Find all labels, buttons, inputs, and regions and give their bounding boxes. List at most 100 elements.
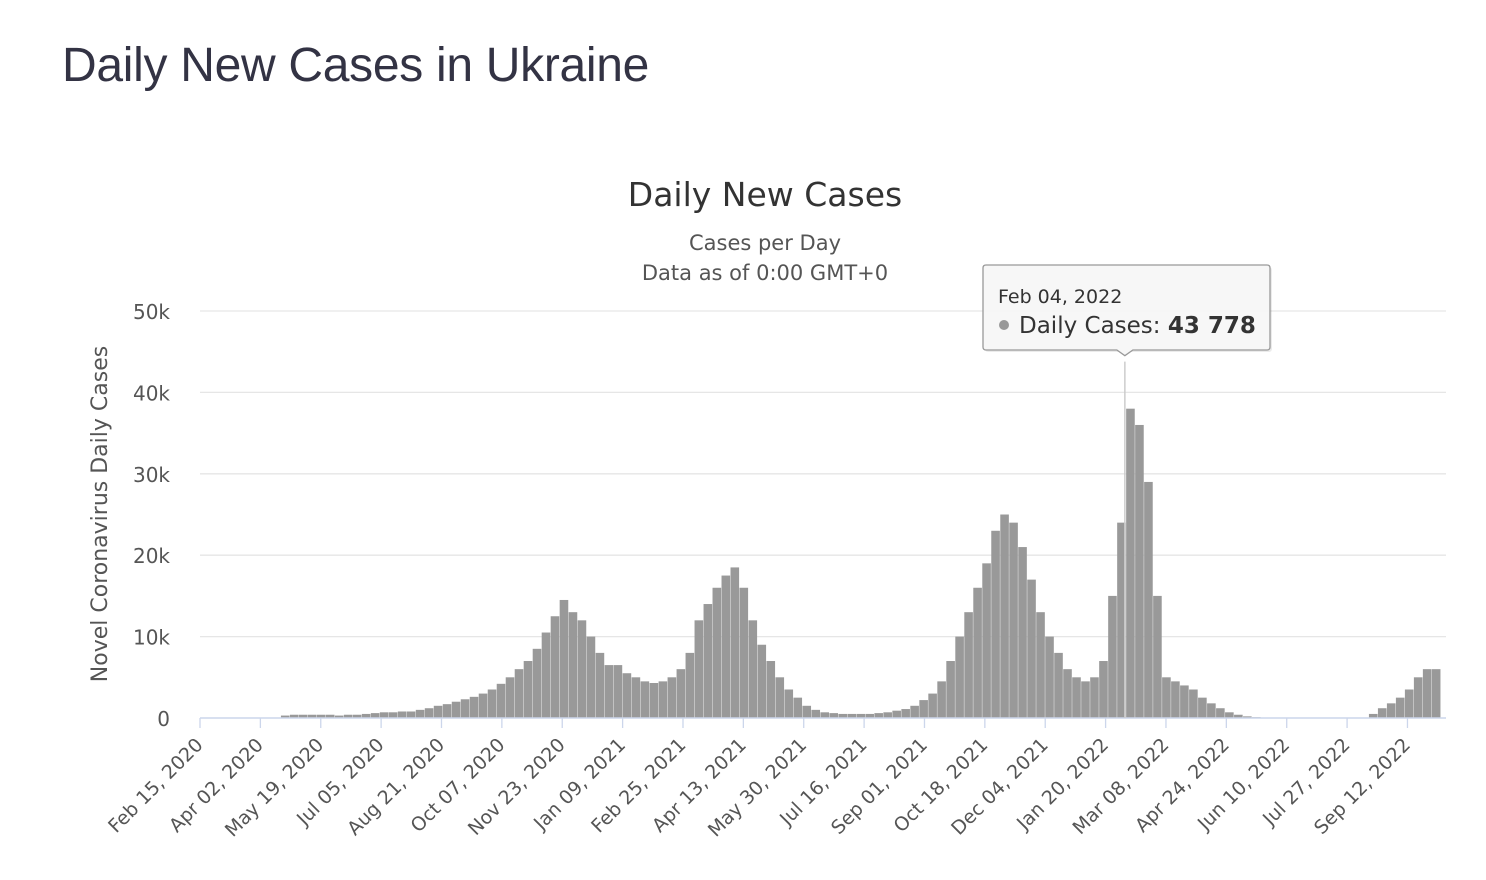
bar — [991, 530, 1000, 718]
bar — [748, 620, 758, 718]
bar — [1198, 697, 1207, 718]
bar — [1234, 714, 1243, 718]
bar — [1036, 612, 1045, 718]
chart-header: Daily New Cases Cases per Day Data as of… — [628, 175, 902, 285]
bar — [775, 677, 785, 718]
chart-subtitle-line-1: Cases per Day — [689, 231, 841, 255]
bar — [1368, 713, 1378, 718]
bar — [1144, 481, 1153, 718]
bar — [1000, 514, 1009, 718]
bar — [289, 714, 299, 718]
bar — [667, 677, 677, 718]
y-tick-label: 50k — [133, 300, 170, 324]
bar — [424, 708, 434, 718]
bar — [1009, 522, 1018, 718]
bar — [622, 673, 632, 718]
bar — [1243, 716, 1252, 718]
bar — [1413, 677, 1423, 718]
bar — [1225, 712, 1234, 718]
bar — [964, 612, 973, 718]
bar — [1431, 669, 1441, 718]
bar — [793, 697, 803, 718]
bar — [1153, 595, 1162, 718]
bar — [784, 689, 794, 718]
bar — [703, 604, 713, 718]
bar — [901, 709, 910, 718]
bar — [658, 681, 668, 718]
tooltip: Feb 04, 2022 Daily Cases: 43 778 — [982, 264, 1272, 357]
y-tick-label: 0 — [157, 707, 170, 731]
bar — [1377, 708, 1387, 718]
bar — [586, 636, 596, 718]
bar — [856, 713, 865, 718]
bar — [1171, 681, 1180, 718]
page-title: Daily New Cases in Ukraine — [62, 39, 650, 92]
bar — [352, 714, 362, 718]
bar — [1063, 669, 1072, 718]
tooltip-series-dot-icon — [999, 320, 1009, 330]
bar — [1045, 636, 1054, 718]
bar — [541, 632, 551, 718]
bar — [406, 711, 416, 718]
bar — [973, 587, 982, 718]
tooltip-box — [982, 264, 1271, 357]
bar — [766, 661, 776, 718]
bar — [361, 713, 371, 718]
bar — [316, 714, 326, 718]
bar — [1072, 677, 1081, 718]
bar — [874, 713, 883, 718]
bar — [694, 620, 704, 718]
bar — [577, 620, 587, 718]
bar — [442, 704, 452, 718]
y-tick-label: 30k — [133, 463, 170, 487]
bar — [1099, 661, 1108, 718]
bar — [946, 661, 955, 718]
bar — [1386, 703, 1396, 718]
bar — [1180, 685, 1189, 718]
bar — [433, 705, 443, 718]
bar — [568, 612, 578, 718]
bar — [829, 713, 839, 718]
bar — [730, 567, 740, 718]
bar — [838, 713, 848, 718]
bar — [649, 682, 659, 718]
chart-subtitle-line-2: Data as of 0:00 GMT+0 — [642, 261, 888, 285]
bar — [559, 599, 569, 718]
x-ticks — [199, 718, 1409, 728]
bar — [487, 689, 497, 718]
bar — [1018, 547, 1027, 718]
bar — [1027, 579, 1036, 718]
tooltip-series-label: Daily Cases: — [1019, 313, 1168, 339]
bar — [379, 712, 389, 718]
bar — [1422, 669, 1432, 718]
bar — [280, 715, 290, 718]
bar — [1189, 689, 1198, 718]
tooltip-date: Feb 04, 2022 — [998, 286, 1122, 308]
bar — [370, 713, 380, 718]
tooltip-value: 43 778 — [1168, 313, 1256, 339]
bar — [1207, 703, 1216, 718]
bar — [460, 699, 470, 718]
bar — [343, 714, 353, 718]
bar — [685, 652, 695, 718]
bar — [1162, 677, 1171, 718]
bar — [325, 714, 335, 718]
bar — [739, 587, 749, 718]
bar — [802, 705, 812, 718]
bar — [1054, 652, 1063, 718]
bar — [1135, 424, 1144, 718]
bar — [514, 669, 524, 718]
bar — [478, 693, 488, 718]
y-tick-labels: 0 10k 20k 30k 40k 50k — [133, 300, 170, 731]
bar — [1117, 522, 1126, 718]
bar — [1216, 708, 1225, 718]
bar — [757, 644, 767, 718]
bar — [1081, 681, 1090, 718]
bar — [1108, 595, 1117, 718]
y-tick-label: 40k — [133, 381, 170, 405]
bar — [865, 713, 874, 718]
bar — [937, 681, 946, 718]
bar — [712, 587, 722, 718]
